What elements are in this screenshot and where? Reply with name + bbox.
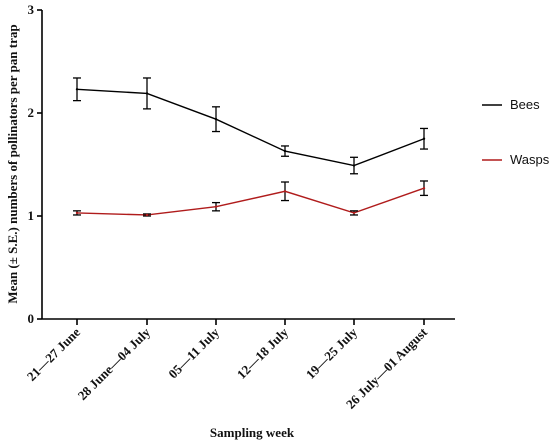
bees-point [145, 92, 149, 95]
bees-point [422, 137, 426, 140]
legend-item-bees: Bees [482, 97, 540, 112]
bees-point [352, 164, 356, 167]
x-tick-label: 21—27 June [24, 324, 84, 384]
bees-point [214, 117, 218, 121]
wasps-point [145, 213, 149, 217]
legend: Bees Wasps [482, 97, 550, 167]
chart-marks [73, 77, 428, 217]
wasps-point [214, 205, 218, 208]
y-tick-label: 2 [28, 105, 35, 120]
legend-item-wasps: Wasps [482, 152, 550, 167]
x-tick-label: 28 June—04 July [75, 324, 154, 403]
wasps-point [283, 190, 287, 193]
y-axis-title: Mean (± S.E.) numbers of pollinators per… [5, 24, 20, 303]
bees-series [73, 77, 428, 175]
bees-point [75, 88, 79, 91]
x-axis-title: Sampling week [210, 425, 295, 440]
wasps-line [76, 187, 425, 216]
wasps-point [422, 186, 426, 190]
y-tick-label: 3 [28, 2, 35, 17]
y-tick-label: 1 [28, 208, 35, 223]
wasps-point [352, 211, 356, 215]
bees-line [76, 88, 425, 167]
bees-point [283, 149, 287, 153]
legend-label-wasps: Wasps [510, 152, 550, 167]
x-tick-label: 12—18 July [234, 324, 292, 382]
x-tick-label: 05—11 July [165, 324, 222, 381]
legend-label-bees: Bees [510, 97, 540, 112]
y-tick-label: 0 [28, 311, 35, 326]
wasps-series [73, 180, 428, 217]
x-tick-label: 19—25 July [303, 324, 361, 382]
wasps-point [75, 211, 79, 215]
